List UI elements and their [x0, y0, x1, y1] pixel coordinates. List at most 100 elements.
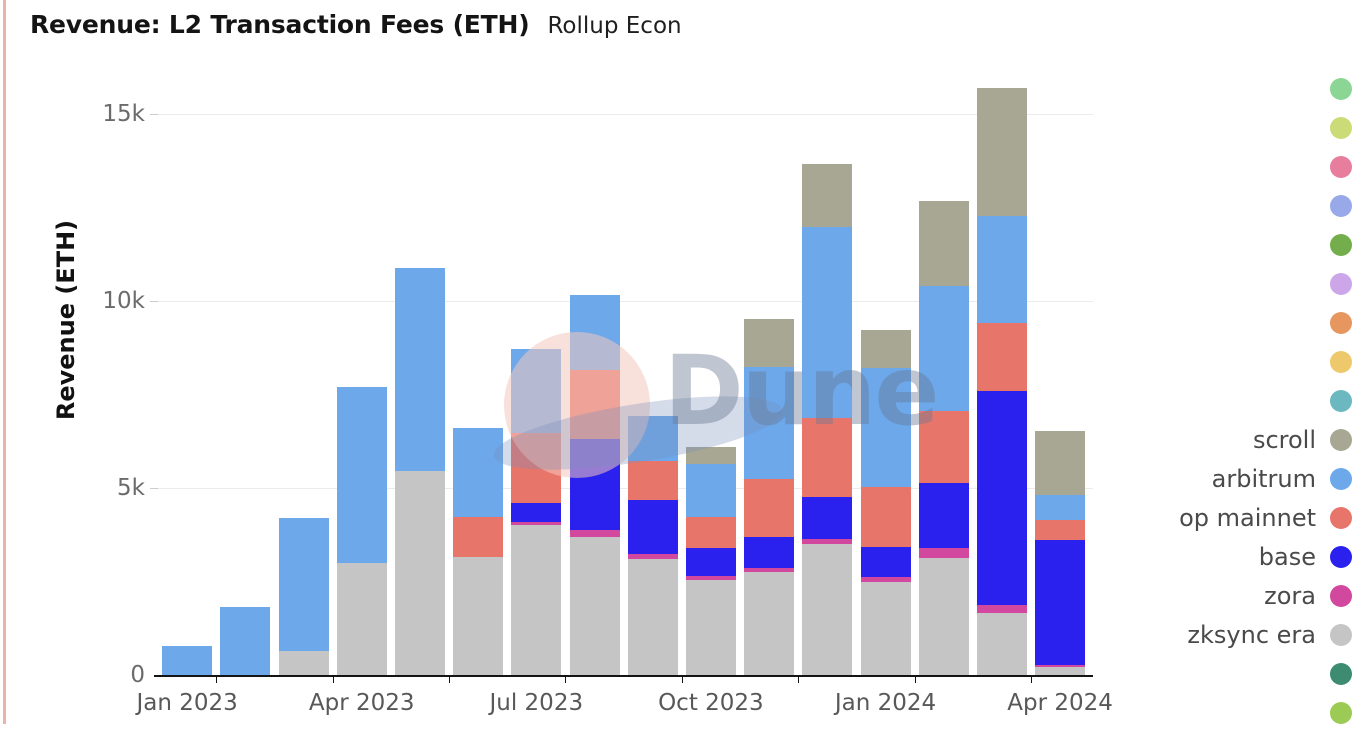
bar-segment-op-mainnet[interactable] — [1035, 519, 1086, 540]
legend-item-unlabeled[interactable] — [1330, 265, 1352, 303]
bar-segment-op-mainnet[interactable] — [744, 478, 795, 538]
bar-segment-arbitrum[interactable] — [627, 415, 678, 461]
bar-segment-base[interactable] — [569, 439, 620, 530]
bar-segment-base[interactable] — [1035, 539, 1086, 665]
legend-item-unlabeled[interactable] — [1330, 148, 1352, 186]
bar-segment-arbitrum[interactable] — [394, 268, 445, 472]
bar-segment-op-mainnet[interactable] — [685, 517, 736, 548]
bar-segment-arbitrum[interactable] — [336, 387, 387, 563]
bar-dec-2023[interactable] — [802, 164, 853, 675]
bar-segment-op-mainnet[interactable] — [802, 418, 853, 497]
bar-segment-zksync-era[interactable] — [569, 536, 620, 675]
legend-item-unlabeled[interactable] — [1330, 655, 1352, 693]
legend-item-unlabeled[interactable] — [1330, 382, 1352, 420]
bar-segment-zksync-era[interactable] — [1035, 667, 1086, 675]
legend-item-unlabeled[interactable] — [1330, 304, 1352, 342]
bar-nov-2023[interactable] — [744, 319, 795, 675]
bar-segment-zora[interactable] — [1035, 664, 1086, 668]
legend-item-arbitrum[interactable]: arbitrum — [1212, 460, 1352, 498]
bar-feb-2023[interactable] — [220, 606, 271, 675]
bar-segment-base[interactable] — [860, 547, 911, 577]
legend-item-unlabeled[interactable] — [1330, 694, 1352, 732]
bar-segment-arbitrum[interactable] — [918, 286, 969, 412]
legend-item-unlabeled[interactable] — [1330, 226, 1352, 264]
bar-aug-2023[interactable] — [569, 295, 620, 675]
bar-segment-arbitrum[interactable] — [1035, 494, 1086, 520]
bar-jun-2023[interactable] — [453, 427, 504, 675]
bar-segment-zksync-era[interactable] — [918, 557, 969, 675]
bar-segment-zksync-era[interactable] — [336, 562, 387, 675]
bar-segment-scroll[interactable] — [685, 446, 736, 464]
bar-jan-2024[interactable] — [860, 330, 911, 675]
bar-segment-arbitrum[interactable] — [569, 295, 620, 371]
bar-segment-base[interactable] — [627, 500, 678, 555]
bar-segment-scroll[interactable] — [918, 200, 969, 287]
bar-segment-scroll[interactable] — [976, 87, 1027, 216]
bar-segment-op-mainnet[interactable] — [627, 460, 678, 501]
bar-segment-zora[interactable] — [802, 539, 853, 545]
bar-segment-op-mainnet[interactable] — [511, 433, 562, 504]
bar-segment-arbitrum[interactable] — [511, 348, 562, 434]
bar-may-2023[interactable] — [394, 268, 445, 675]
bar-segment-op-mainnet[interactable] — [569, 370, 620, 440]
bar-oct-2023[interactable] — [685, 446, 736, 675]
bar-segment-zksync-era[interactable] — [976, 613, 1027, 675]
bar-segment-arbitrum[interactable] — [162, 645, 213, 675]
bar-feb-2024[interactable] — [918, 200, 969, 675]
bar-segment-zora[interactable] — [511, 522, 562, 526]
bar-segment-arbitrum[interactable] — [453, 427, 504, 517]
bar-segment-zora[interactable] — [860, 577, 911, 582]
bar-segment-zksync-era[interactable] — [394, 471, 445, 675]
bar-segment-zora[interactable] — [744, 567, 795, 572]
bar-segment-zksync-era[interactable] — [860, 581, 911, 675]
bar-segment-base[interactable] — [976, 391, 1027, 606]
bar-segment-zora[interactable] — [569, 529, 620, 537]
bar-segment-arbitrum[interactable] — [802, 226, 853, 419]
legend-item-unlabeled[interactable] — [1330, 187, 1352, 225]
bar-segment-base[interactable] — [918, 483, 969, 549]
bar-sep-2023[interactable] — [627, 415, 678, 675]
bar-segment-op-mainnet[interactable] — [976, 322, 1027, 392]
bar-segment-arbitrum[interactable] — [744, 366, 795, 479]
bar-segment-arbitrum[interactable] — [976, 215, 1027, 323]
bar-jan-2023[interactable] — [162, 645, 213, 675]
bar-segment-base[interactable] — [802, 496, 853, 540]
bar-segment-op-mainnet[interactable] — [860, 487, 911, 548]
bar-segment-arbitrum[interactable] — [220, 606, 271, 675]
legend-item-scroll[interactable]: scroll — [1253, 421, 1352, 459]
bar-segment-zora[interactable] — [976, 605, 1027, 614]
bar-segment-zksync-era[interactable] — [453, 557, 504, 675]
bar-apr-2023[interactable] — [336, 387, 387, 675]
bar-segment-zksync-era[interactable] — [627, 559, 678, 675]
bar-segment-op-mainnet[interactable] — [453, 516, 504, 558]
bar-segment-arbitrum[interactable] — [278, 517, 329, 651]
bar-segment-zksync-era[interactable] — [802, 544, 853, 675]
bar-segment-zora[interactable] — [627, 554, 678, 560]
bar-segment-base[interactable] — [511, 503, 562, 523]
legend-item-unlabeled[interactable] — [1330, 109, 1352, 147]
legend-item-zksync-era[interactable]: zksync era — [1187, 616, 1352, 654]
legend-item-unlabeled[interactable] — [1330, 343, 1352, 381]
bar-segment-scroll[interactable] — [802, 164, 853, 227]
bar-segment-zora[interactable] — [918, 548, 969, 558]
bar-jul-2023[interactable] — [511, 348, 562, 675]
bar-segment-base[interactable] — [744, 537, 795, 568]
bar-mar-2023[interactable] — [278, 517, 329, 675]
bar-segment-scroll[interactable] — [860, 330, 911, 368]
bar-segment-op-mainnet[interactable] — [918, 411, 969, 484]
bar-segment-arbitrum[interactable] — [685, 463, 736, 518]
bar-segment-arbitrum[interactable] — [860, 367, 911, 488]
bar-segment-zksync-era[interactable] — [278, 650, 329, 675]
legend-item-zora[interactable]: zora — [1264, 577, 1352, 615]
bar-segment-zora[interactable] — [685, 575, 736, 580]
bar-segment-scroll[interactable] — [744, 319, 795, 367]
bar-segment-zksync-era[interactable] — [511, 525, 562, 675]
bar-mar-2024[interactable] — [976, 87, 1027, 675]
bar-segment-zksync-era[interactable] — [685, 580, 736, 675]
legend-item-base[interactable]: base — [1259, 538, 1352, 576]
bar-apr-2024[interactable] — [1035, 431, 1086, 675]
bar-segment-zksync-era[interactable] — [744, 571, 795, 675]
bar-segment-base[interactable] — [685, 547, 736, 576]
bar-segment-scroll[interactable] — [1035, 431, 1086, 495]
legend-item-op-mainnet[interactable]: op mainnet — [1179, 499, 1352, 537]
